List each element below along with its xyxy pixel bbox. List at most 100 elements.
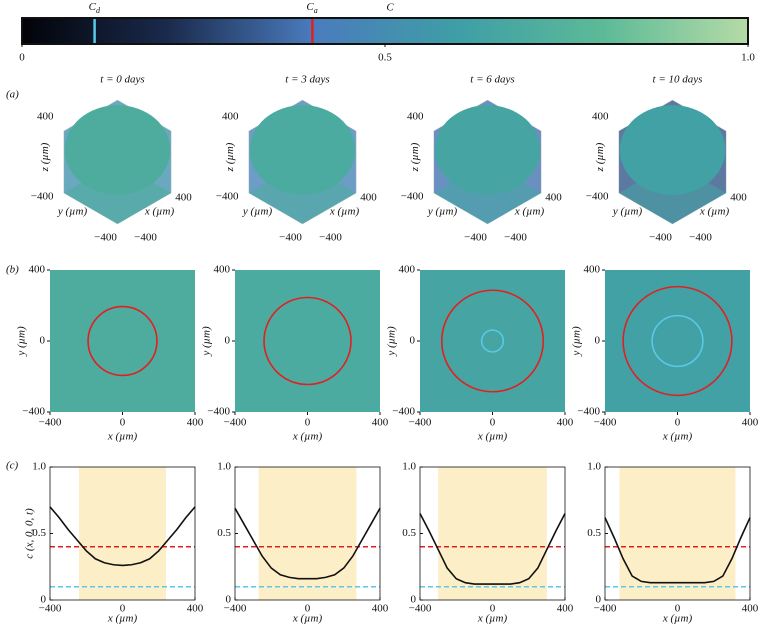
y-axis-label: y (µm) [201, 326, 213, 357]
y-tick-label: 0.5 [402, 527, 416, 539]
time-label: t = 10 days [653, 74, 703, 86]
x-tick-label: 0 [675, 417, 681, 429]
x-tick-label: −400 [39, 417, 62, 429]
x-tick-label: −400 [224, 603, 247, 615]
time-label: t = 0 days [100, 74, 144, 86]
z-axis-label: z (µm) [224, 142, 236, 172]
y-tick-label: 400 [214, 264, 231, 276]
z-axis-label: z (µm) [594, 142, 606, 172]
x-tick-label: 400 [187, 603, 204, 615]
y-tick-label: 0.5 [32, 527, 46, 539]
x-axis-label: x (µm) [107, 431, 138, 443]
x-tick-label: 400 [187, 417, 204, 429]
y-tick-label: 1.0 [402, 461, 416, 473]
contour [622, 285, 733, 397]
x-axis-label: x (µm) [699, 206, 730, 218]
y-tick-label: 400 [29, 264, 46, 276]
x-axis-label: x (µm) [477, 431, 508, 443]
x-axis-label: x (µm) [107, 613, 138, 625]
marker-label: Cd [89, 1, 101, 15]
x-axis-label: x (µm) [662, 431, 693, 443]
y-axis-label: y (µm) [386, 326, 398, 357]
x-axis-label: x (µm) [662, 613, 693, 625]
cube-core [249, 105, 356, 195]
y-tick-label: 0 [225, 335, 231, 347]
x-tick-label: 400 [742, 603, 759, 615]
x-tick-label: 400 [360, 192, 377, 204]
x-axis-label: x (µm) [514, 206, 545, 218]
tumor-region [79, 467, 166, 600]
colorbar-tick-label: 1.0 [741, 52, 755, 64]
y-tick-label: −400 [464, 232, 487, 244]
x-axis-label: x (µm) [144, 206, 175, 218]
profile-line [419, 513, 566, 585]
x-tick-label: 400 [557, 417, 574, 429]
z-axis-label: z (µm) [39, 142, 51, 172]
row-label: (c) [6, 460, 19, 472]
heatmap [605, 270, 750, 412]
cube-core [249, 105, 356, 195]
y-axis-label: y (µm) [427, 206, 458, 218]
y-axis-label: y (µm) [612, 206, 643, 218]
cube-core [434, 105, 541, 195]
heatmap [235, 270, 380, 412]
y-axis-label: c (x, 0, 0, t) [24, 508, 36, 559]
y-tick-label: 0 [595, 335, 601, 347]
z-axis-label: z (µm) [409, 142, 421, 172]
time-label: t = 6 days [470, 74, 514, 86]
z-tick-label: −400 [586, 191, 609, 203]
x-tick-label: −400 [409, 417, 432, 429]
x-tick-label: 400 [557, 603, 574, 615]
time-label: t = 3 days [285, 74, 329, 86]
z-tick-label: 400 [592, 111, 609, 123]
x-tick-label: −400 [594, 417, 617, 429]
y-tick-label: 1.0 [217, 461, 231, 473]
y-tick-label: 1.0 [587, 461, 601, 473]
x-tick-label: −400 [409, 603, 432, 615]
colorbar [21, 17, 749, 45]
y-tick-label: 0 [410, 335, 416, 347]
x-tick-label: 0 [305, 603, 311, 615]
x-tick-label: −400 [504, 232, 527, 244]
x-tick-label: 0 [120, 603, 126, 615]
y-tick-label: 0 [411, 594, 417, 606]
x-tick-label: −400 [689, 232, 712, 244]
cube-core [619, 105, 726, 195]
x-tick-label: 400 [742, 417, 759, 429]
y-tick-label: −400 [279, 232, 302, 244]
y-axis-label: y (µm) [57, 206, 88, 218]
x-tick-label: 0 [490, 603, 496, 615]
x-axis-label: x (µm) [329, 206, 360, 218]
cube-core [619, 105, 726, 195]
x-tick-label: −400 [39, 603, 62, 615]
x-tick-label: 400 [545, 192, 562, 204]
contour [263, 296, 352, 386]
y-axis-label: y (µm) [571, 326, 583, 357]
contour [480, 329, 505, 353]
y-tick-label: −400 [577, 406, 600, 418]
y-tick-label: −400 [22, 406, 45, 418]
x-tick-label: 400 [730, 192, 747, 204]
y-tick-label: −400 [392, 406, 415, 418]
heatmap [50, 270, 195, 412]
profile-line [49, 506, 196, 567]
y-tick-label: −400 [649, 232, 672, 244]
x-tick-label: 400 [175, 192, 192, 204]
z-tick-label: 400 [37, 111, 54, 123]
x-tick-label: 400 [372, 417, 389, 429]
y-tick-label: −400 [94, 232, 117, 244]
x-tick-label: −400 [594, 603, 617, 615]
contour [440, 289, 545, 393]
marker-label: Ca [306, 1, 317, 15]
x-tick-label: 0 [120, 417, 126, 429]
heatmap-field [605, 270, 750, 412]
cube-core [434, 105, 541, 195]
profile-line [604, 517, 751, 584]
x-axis-label: x (µm) [292, 431, 323, 443]
row-label: (b) [6, 264, 19, 276]
y-tick-label: 0 [41, 594, 47, 606]
contour [651, 314, 704, 368]
heatmap-field [235, 270, 380, 412]
y-tick-label: 0 [596, 594, 602, 606]
row-label: (a) [6, 89, 19, 101]
